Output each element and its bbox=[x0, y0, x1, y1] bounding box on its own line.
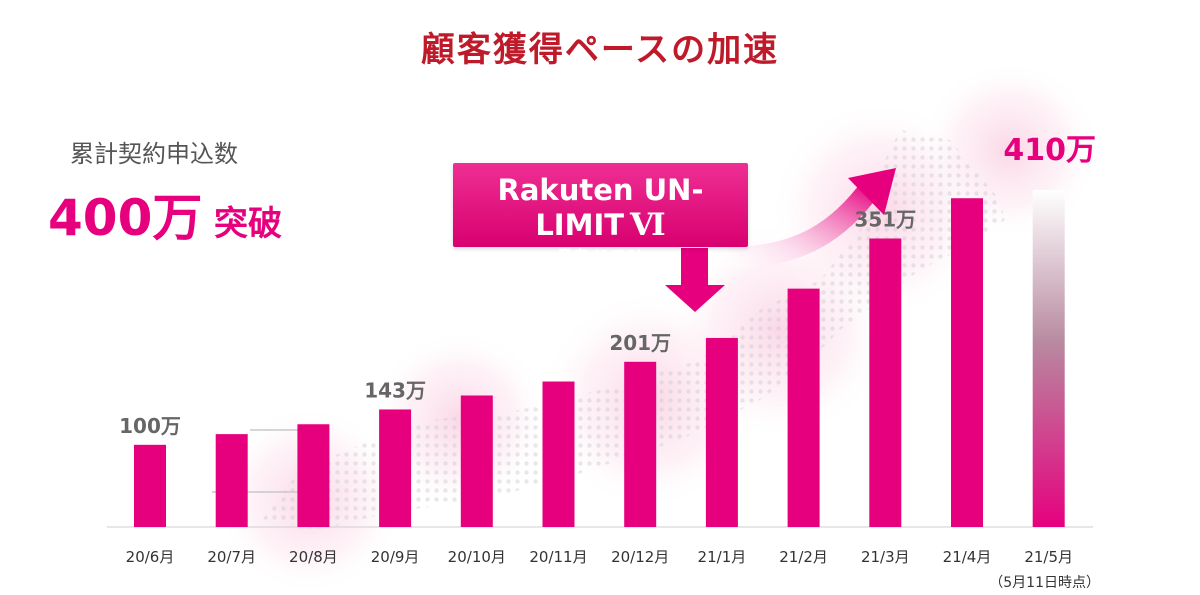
x-tick-label: 20/7月 bbox=[207, 548, 256, 566]
bar-20/8月 bbox=[297, 424, 330, 527]
x-tick-label: 21/3月 bbox=[861, 548, 910, 566]
x-tick-label: 20/8月 bbox=[289, 548, 338, 566]
callout-brand: Rakuten UN-LIMIT Ⅵ bbox=[453, 173, 748, 243]
bar-20/6月 bbox=[134, 444, 166, 527]
data-label: 351万 bbox=[854, 207, 916, 231]
data-label: 143万 bbox=[364, 378, 426, 402]
bar-20/9月 bbox=[379, 409, 412, 527]
bar-21/3月 bbox=[869, 238, 902, 527]
bar-21/5月 bbox=[1032, 190, 1065, 527]
launch-callout: Rakuten UN-LIMIT Ⅵ 発表 (1/29) bbox=[453, 163, 748, 265]
x-tick-label: 21/1月 bbox=[698, 548, 747, 566]
x-tick-label: 20/9月 bbox=[371, 548, 420, 566]
x-tick-label: 21/2月 bbox=[779, 548, 828, 566]
bar-20/7月 bbox=[215, 434, 248, 527]
x-tick-label: 20/12月 bbox=[611, 548, 669, 566]
bar-20/11月 bbox=[542, 381, 575, 527]
summary-headline: 400万 突破 bbox=[48, 178, 282, 250]
data-label: 410万 bbox=[1003, 133, 1096, 168]
summary-suffix: 突破 bbox=[213, 204, 282, 244]
callout-brand-name: Rakuten UN-LIMIT bbox=[497, 173, 704, 242]
data-label: 100万 bbox=[119, 414, 181, 438]
x-tick-label: 20/11月 bbox=[529, 548, 587, 566]
footnote: （5月11日時点） bbox=[989, 575, 1100, 591]
callout-version: Ⅵ bbox=[630, 207, 666, 243]
bar-21/4月 bbox=[951, 198, 983, 527]
bar-20/12月 bbox=[624, 361, 657, 527]
page-title: 顧客獲得ペースの加速 bbox=[420, 30, 780, 70]
bar-21/2月 bbox=[787, 288, 820, 527]
x-tick-label: 20/10月 bbox=[448, 548, 506, 566]
x-tick-label: 21/4月 bbox=[943, 548, 992, 566]
callout-date: 発表 (1/29) bbox=[557, 247, 644, 265]
summary-value: 400万 bbox=[48, 189, 203, 247]
x-tick-label: 20/6月 bbox=[126, 548, 175, 566]
data-label: 201万 bbox=[609, 331, 671, 355]
x-tick-label: 21/5月 bbox=[1024, 548, 1073, 566]
summary-label: 累計契約申込数 bbox=[70, 140, 238, 168]
bar-20/10月 bbox=[460, 395, 493, 527]
bar-21/1月 bbox=[705, 337, 738, 527]
